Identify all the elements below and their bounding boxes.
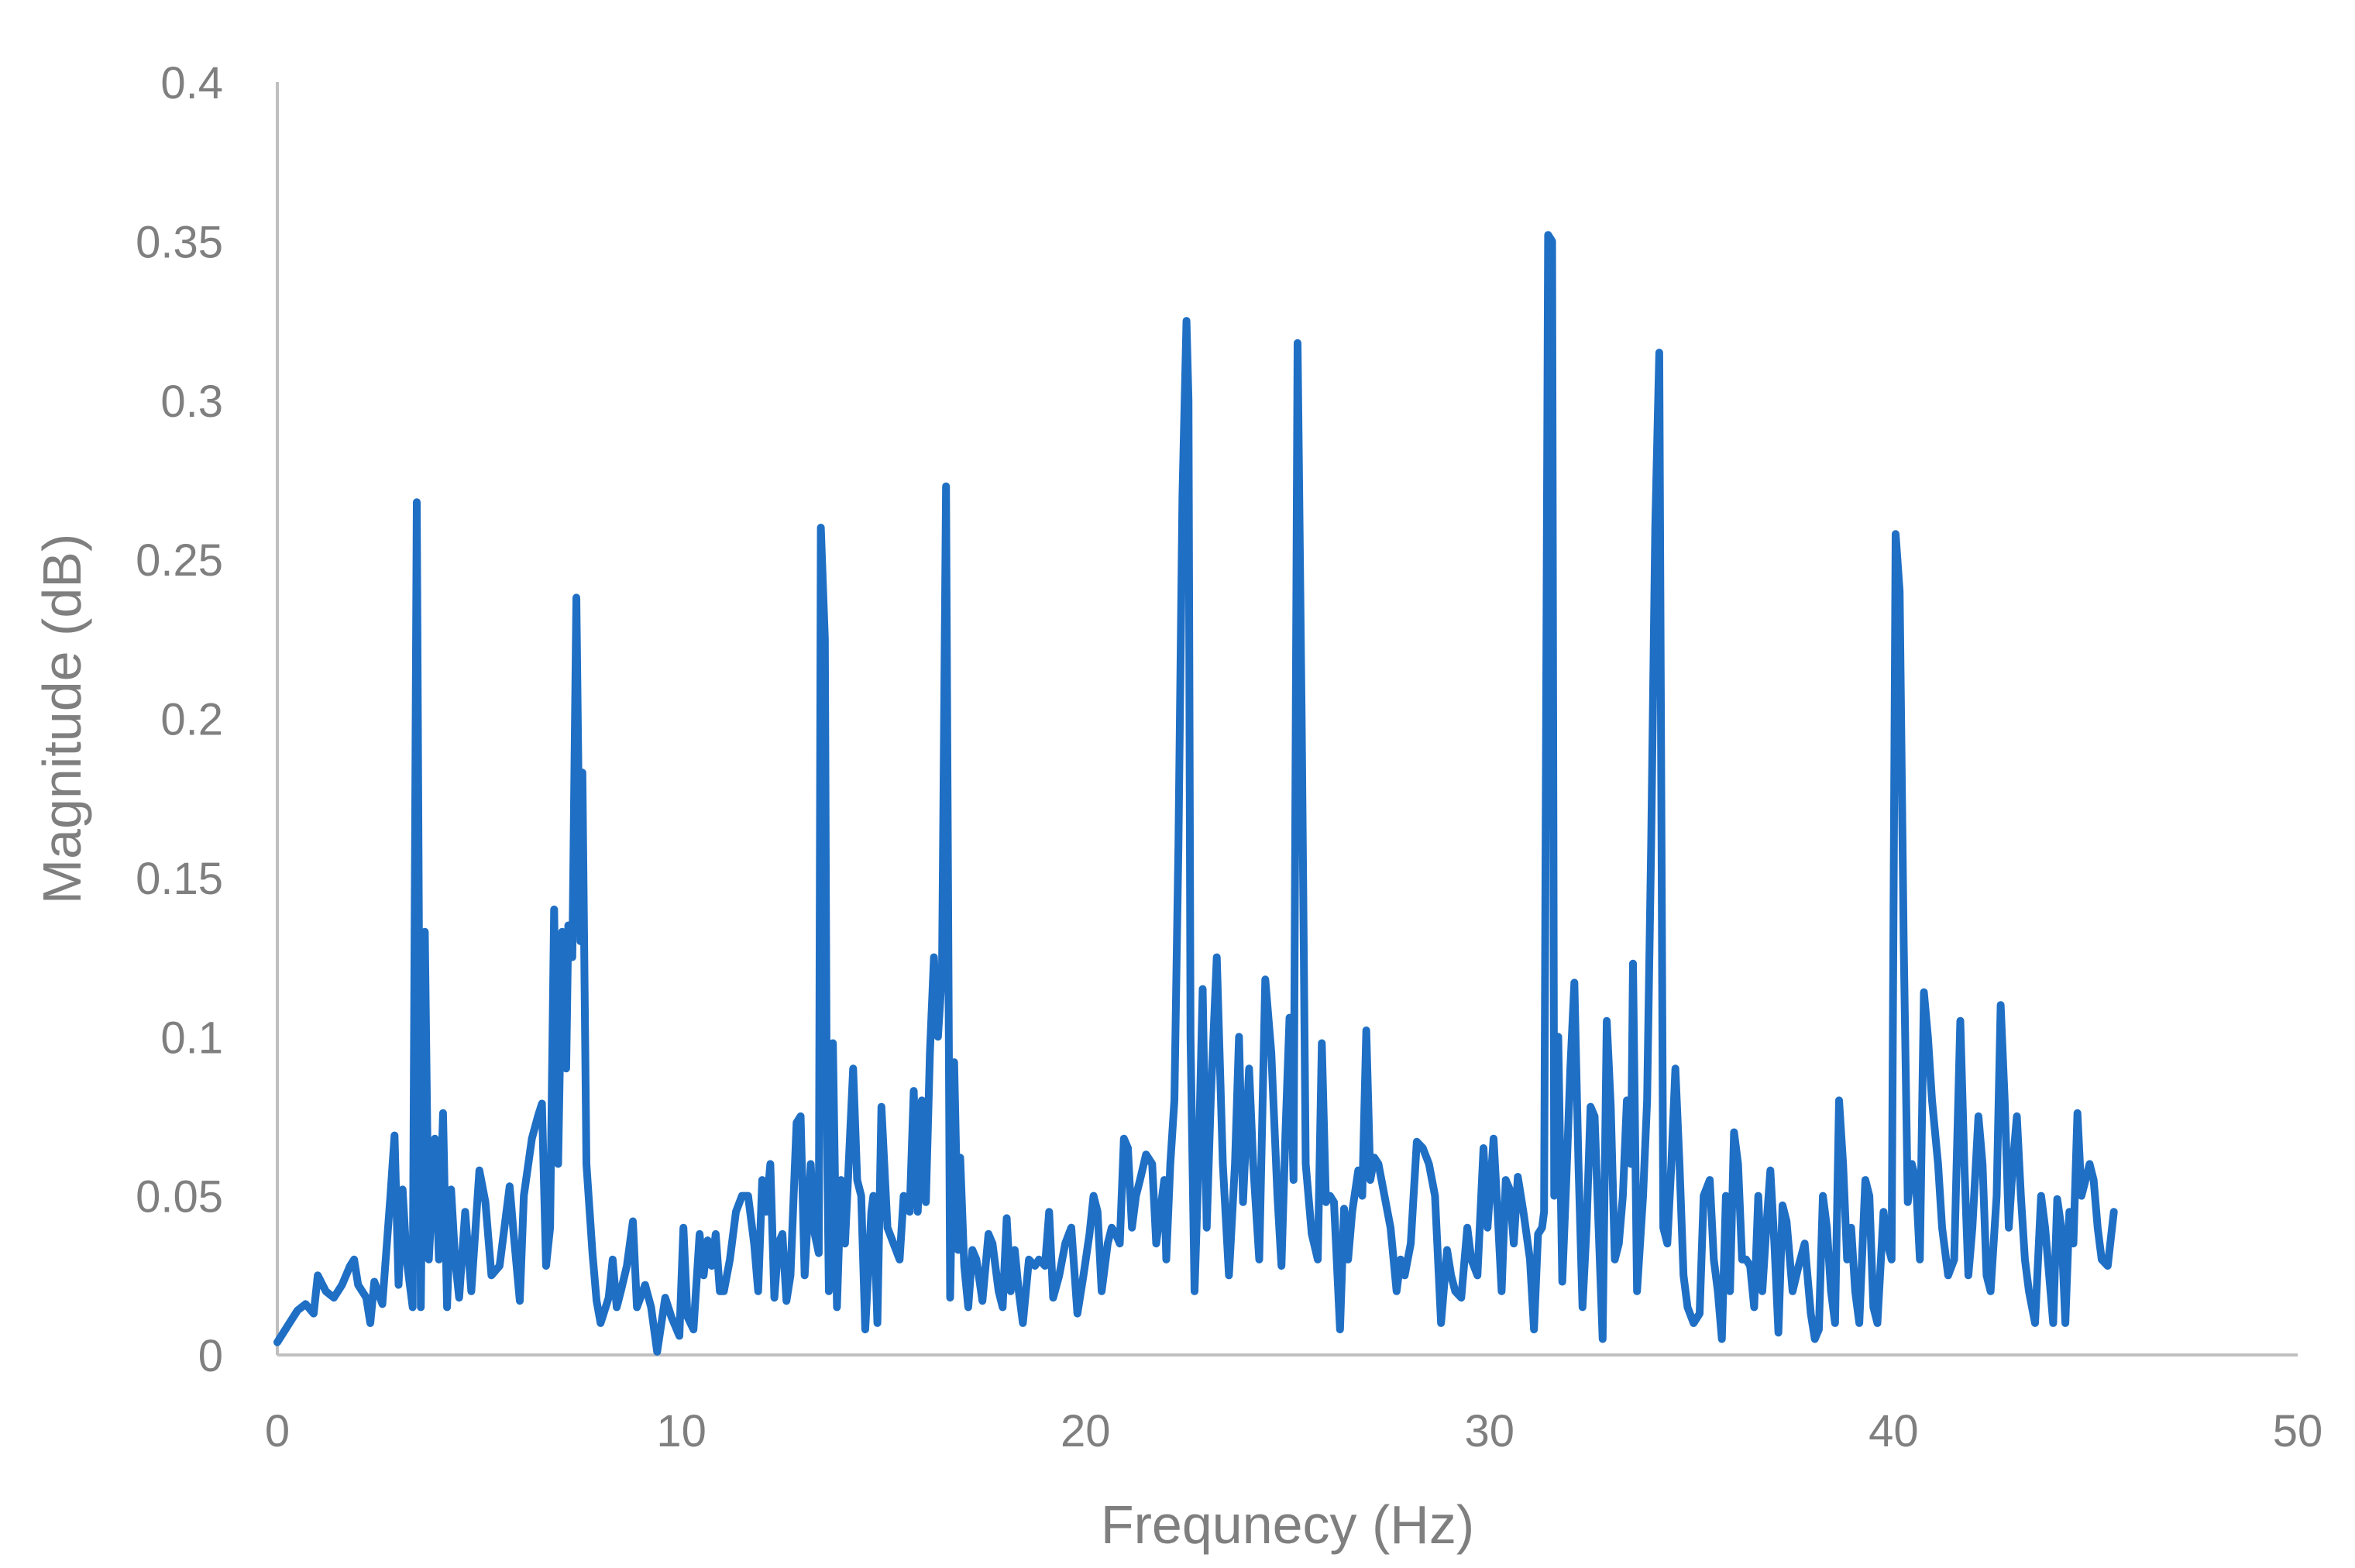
x-tick-label: 10 (656, 1406, 706, 1456)
y-tick-label: 0 (198, 1331, 223, 1381)
series-line (273, 231, 2118, 1356)
x-tick-label: 0 (265, 1406, 290, 1456)
y-tick-label: 0.15 (136, 854, 223, 904)
y-tick-label: 0.4 (160, 58, 223, 108)
y-tick-label: 0.05 (136, 1172, 223, 1222)
y-tick-label: 0.35 (136, 217, 223, 267)
y-tick-label: 0.25 (136, 535, 223, 586)
series-layer (273, 231, 2118, 1356)
x-tick-label: 30 (1465, 1406, 1515, 1456)
y-tick-labels: 0 0.05 0.1 0.15 0.2 0.25 0.3 0.35 0.4 (136, 58, 223, 1381)
y-tick-label: 0.2 (160, 695, 223, 745)
y-tick-label: 0.1 (160, 1013, 223, 1063)
x-tick-labels: 0 10 20 30 40 50 (265, 1406, 2322, 1456)
x-tick-label: 50 (2273, 1406, 2323, 1456)
axes (276, 82, 2298, 1357)
y-tick-label: 0.3 (160, 377, 223, 427)
x-axis-title: Frequnecy (Hz) (1101, 1494, 1474, 1555)
x-tick-label: 20 (1061, 1406, 1111, 1456)
y-axis-title: Magnitude (dB) (32, 534, 92, 905)
x-tick-label: 40 (1869, 1406, 1919, 1456)
